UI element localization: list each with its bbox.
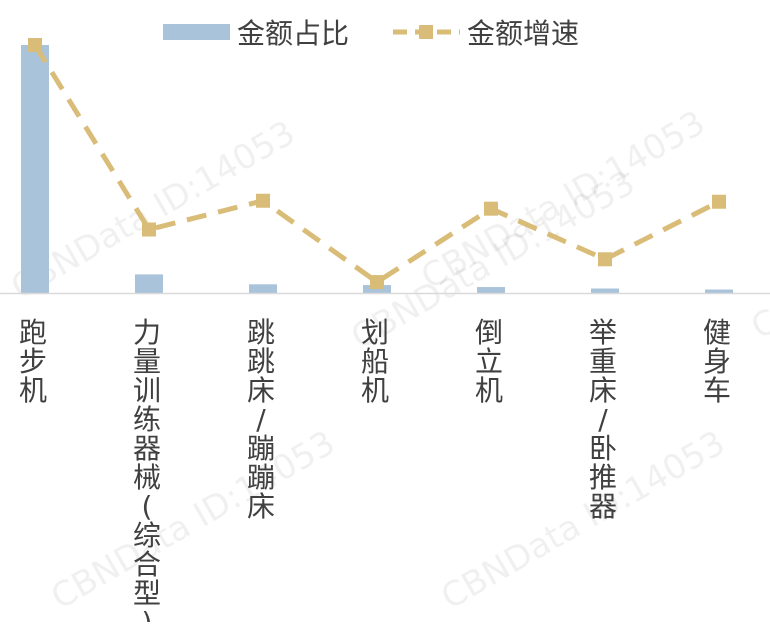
line-point-0 [28,38,42,52]
line-point-5 [598,252,612,266]
x-tick-label-2: 跳跳床/蹦蹦床 [247,316,275,523]
line-point-2 [256,194,270,208]
watermark-text: CBNData ID:14053 [435,423,732,618]
bar-5 [591,289,619,293]
bar-0 [21,45,49,293]
legend-swatch-bar [163,24,230,40]
x-tick-char: ) [142,606,153,622]
x-tick-char: 机 [475,374,503,407]
line-point-3 [370,275,384,289]
x-tick-char: 机 [19,374,47,407]
x-tick-label-3: 划船机 [361,316,389,407]
legend: 金额占比 金额增速 [163,17,579,50]
legend-label-line: 金额增速 [467,17,579,50]
bar-1 [135,274,163,293]
line-point-6 [712,195,726,209]
x-tick-char: 车 [703,374,731,407]
x-tick-char: 床 [247,490,275,523]
x-tick-label-6: 健身车 [703,316,731,407]
bar-6 [705,290,733,293]
x-tick-label-0: 跑步机 [19,316,47,407]
watermark-text: CBNData ID:14053 [745,153,770,348]
line-point-4 [484,202,498,216]
x-tick-char: 器 [589,490,617,523]
watermark-text: CBNData ID:14053 [45,423,342,618]
x-tick-char: 机 [361,374,389,407]
bar-2 [249,284,277,293]
x-tick-label-5: 举重床/卧推器 [589,316,617,523]
legend-marker-line [419,25,433,39]
bar-4 [477,287,505,293]
legend-label-bar: 金额占比 [237,17,349,50]
x-tick-label-4: 倒立机 [475,316,503,407]
x-tick-label-1: 力量训练器械(综合型) [133,316,161,622]
line-point-1 [142,223,156,237]
